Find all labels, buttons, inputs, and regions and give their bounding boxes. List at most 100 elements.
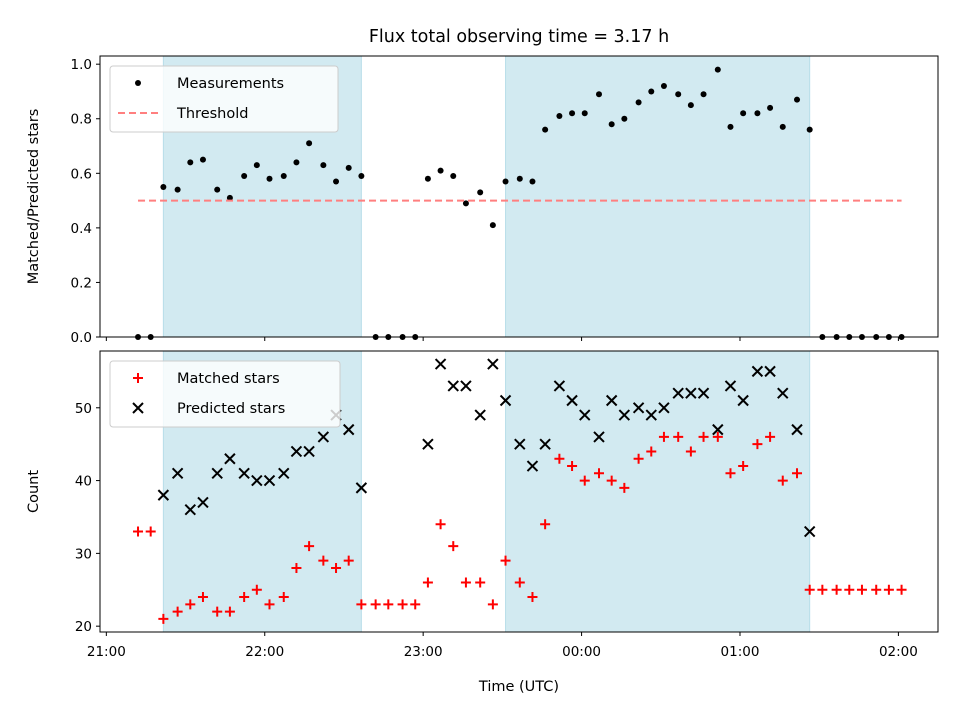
matched-stars-point [172, 606, 183, 617]
matched-stars-point [500, 555, 511, 566]
matched-stars-point [792, 468, 803, 479]
matched-stars-point [738, 461, 749, 472]
predicted-stars-point [579, 409, 591, 421]
predicted-stars-point [317, 431, 330, 443]
matched-stars-point [817, 584, 828, 595]
predicted-stars-point [553, 380, 566, 392]
matched-stars-point [422, 577, 433, 588]
measurements-point [569, 110, 576, 117]
predicted-stars-point [499, 394, 512, 407]
measurements-point [767, 104, 774, 111]
matched-stars-point [725, 468, 736, 479]
measurements-point [437, 167, 444, 174]
predicted-stars-point [342, 423, 355, 436]
legend-box [109, 360, 341, 428]
matched-stars-point [448, 541, 459, 552]
matched-stars-point [514, 577, 525, 588]
measurements-point [280, 173, 287, 180]
legend-box [109, 65, 339, 133]
matched-stars-point [871, 584, 882, 595]
predicted-stars-point [712, 423, 724, 436]
predicted-stars-point [605, 394, 618, 407]
matched-stars-point [239, 592, 250, 603]
measurements-point [320, 162, 327, 169]
x-axis-label: Time (UTC) [478, 679, 559, 695]
matched-stars-point [685, 446, 696, 457]
matched-stars-point [619, 482, 630, 493]
y-tick-label: 0.2 [71, 275, 92, 291]
predicted-stars-point [764, 365, 776, 378]
predicted-stars-point [672, 387, 684, 399]
matched-stars-point [291, 562, 302, 573]
matched-stars-point [831, 584, 842, 595]
measurements-point [214, 186, 221, 193]
matched-stars-point [567, 461, 578, 472]
x-tick-label: 00:00 [562, 644, 601, 660]
x-tick-label: 02:00 [879, 644, 918, 660]
matched-stars-point [383, 599, 394, 610]
measurements-point [595, 91, 602, 98]
predicted-stars-point [685, 387, 697, 399]
predicted-stars-point [474, 409, 486, 421]
predicted-stars-point [303, 445, 315, 458]
x-tick-label: 01:00 [721, 644, 760, 660]
matched-stars-point [370, 599, 381, 610]
predicted-stars-point [658, 402, 670, 414]
measurements-point [675, 91, 682, 98]
measurements-point [687, 102, 694, 109]
predicted-stars-point [487, 358, 499, 370]
predicted-stars-point [290, 445, 303, 458]
matched-stars-point [658, 431, 669, 442]
shaded-interval-2 [505, 350, 811, 633]
matched-stars-point [224, 606, 235, 617]
matched-stars-point [540, 519, 551, 530]
predicted-stars-point [434, 358, 447, 370]
predicted-stars-point [645, 409, 657, 421]
matched-stars-point [264, 599, 275, 610]
y-axis-label: Count [26, 470, 42, 513]
measurements-point [424, 175, 431, 182]
measurements-point [542, 126, 549, 133]
measurements-point [306, 140, 313, 147]
x-tick-label: 21:00 [87, 644, 126, 660]
predicted-stars-point [422, 438, 434, 450]
predicted-stars-point [447, 380, 459, 392]
chart-title: Flux total observing time = 3.17 h [369, 27, 669, 47]
matched-stars-point [133, 526, 144, 537]
axes-frame [99, 55, 939, 338]
matched-stars-point [606, 475, 617, 486]
matched-stars-point [343, 555, 354, 566]
measurements-point [477, 189, 484, 196]
measurements-point [700, 91, 707, 98]
matched-stars-point [197, 592, 208, 603]
x-tick-label: 22:00 [245, 644, 284, 660]
matched-stars-point [633, 453, 644, 464]
matched-stars-point [410, 599, 421, 610]
matched-stars-point [397, 599, 408, 610]
matched-stars-point [356, 599, 367, 610]
matched-stars-point [752, 439, 763, 450]
measurements-point [648, 88, 655, 95]
measurements-point [740, 110, 747, 117]
predicted-stars-point [184, 503, 197, 516]
predicted-stars-point [171, 467, 184, 480]
predicted-stars-point [618, 409, 631, 421]
measurements-point [635, 99, 642, 106]
measurements-point [345, 164, 352, 171]
y-tick-label: 20 [75, 619, 92, 635]
measurements-point [581, 110, 588, 117]
measurements-point [266, 175, 273, 182]
measurements-point [608, 121, 615, 128]
predicted-stars-point [697, 387, 710, 399]
measurements-point [556, 113, 563, 120]
matched-stars-point [673, 431, 684, 442]
matched-stars-point [579, 475, 590, 486]
measurements-point [794, 96, 801, 103]
measurements-point [660, 83, 667, 90]
predicted-stars-point [539, 438, 551, 450]
predicted-stars-point [238, 467, 250, 480]
measurements-point [462, 200, 469, 207]
y-tick-label: 0.6 [71, 166, 92, 182]
predicted-stars-point [751, 365, 764, 378]
y-tick-label: 40 [75, 474, 92, 490]
